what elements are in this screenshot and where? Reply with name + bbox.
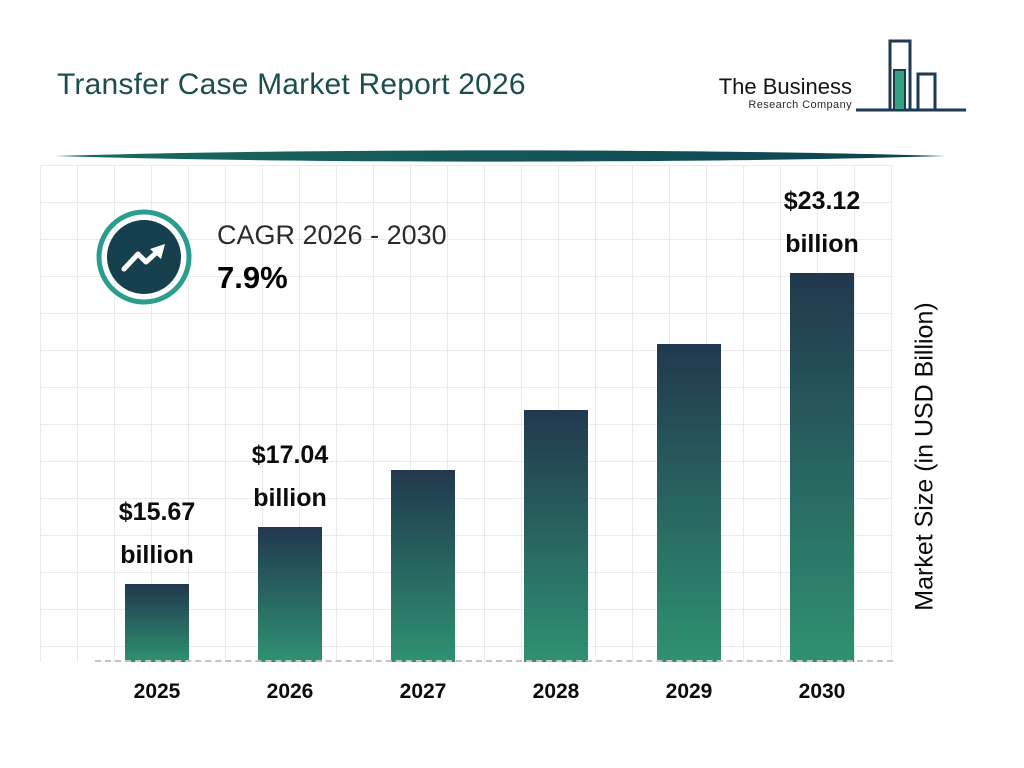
bar-2029 [657, 344, 721, 662]
bar-2025 [125, 584, 189, 662]
cagr-value: 7.9% [217, 259, 288, 295]
logo-tagline: Research Company [748, 99, 852, 111]
y-axis-title: Market Size (in USD Billion) [910, 302, 939, 611]
x-tick-2025: 2025 [133, 680, 181, 703]
cagr-text: CAGR 2026 - 2030 7.9% [217, 218, 447, 295]
logo-name: The Business [718, 73, 852, 99]
bar-2028 [524, 410, 588, 662]
trend-up-icon [96, 209, 192, 305]
cagr-label: CAGR 2026 - 2030 [217, 220, 447, 251]
bar-chart-logo-icon [856, 39, 966, 112]
x-tick-2026: 2026 [266, 680, 314, 703]
bar-2026 [258, 527, 322, 662]
plot-area: $15.67 billion $17.04 billion $23.12 billion [40, 165, 893, 662]
bar-value-label-2026: $17.04 billion [251, 441, 329, 512]
chart-baseline [95, 660, 893, 662]
page-title: Transfer Case Market Report 2026 [57, 68, 526, 101]
x-tick-2027: 2027 [399, 680, 447, 703]
bar-2030 [790, 273, 854, 662]
divider-line [40, 150, 960, 162]
bar-value-label-2025: $15.67 billion [118, 498, 196, 569]
x-tick-2028: 2028 [532, 680, 580, 703]
bar-2027 [391, 470, 455, 662]
logo-text: The Business Research Company [718, 73, 852, 116]
cagr-badge: CAGR 2026 - 2030 7.9% [95, 208, 447, 306]
x-tick-2030: 2030 [798, 680, 846, 703]
bar-value-label-2030: $23.12 billion [783, 187, 861, 258]
company-logo: The Business Research Company [719, 36, 966, 116]
x-tick-2029: 2029 [665, 680, 713, 703]
x-axis: 2025 2026 2027 2028 2029 2030 [40, 680, 893, 716]
